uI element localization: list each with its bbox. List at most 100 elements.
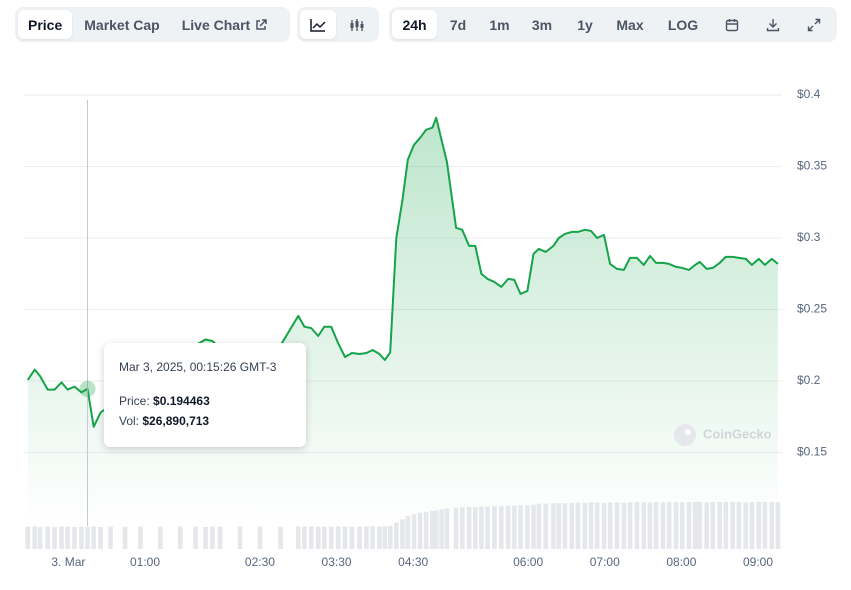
volume-bar [322, 526, 327, 549]
volume-bar [387, 525, 393, 549]
watermark-text: CoinGecko [703, 426, 772, 441]
calendar-button[interactable] [712, 10, 752, 39]
volume-bar [377, 526, 382, 549]
tooltip-vol-label: Vol: [119, 414, 140, 428]
hover-point [79, 380, 96, 397]
volume-bar [575, 502, 581, 549]
volume-bar [710, 502, 716, 549]
volume-bar [453, 507, 459, 549]
volume-bar [472, 506, 478, 549]
y-tick-label: $0.4 [797, 87, 821, 101]
range[interactable]: 7d [449, 16, 467, 33]
volume-bar [357, 526, 362, 549]
volume-bar [551, 503, 556, 549]
volume-bar [411, 514, 417, 549]
range[interactable]: 1y [577, 16, 593, 33]
volume-bar [37, 527, 43, 549]
volume-bar [505, 505, 511, 549]
volume-bar [697, 502, 703, 549]
x-tick-label: 06:00 [513, 555, 543, 569]
view-tabs: Price Market Cap Live Chart [15, 7, 290, 42]
y-tick-label: $0.35 [797, 159, 827, 173]
volume-bar [499, 506, 504, 549]
volume-bar [692, 502, 698, 549]
volume-bar [543, 503, 549, 549]
volume-bar [417, 512, 423, 549]
tooltip-vol: $26,890,713 [142, 414, 210, 428]
fullscreen-button[interactable] [794, 10, 834, 39]
volume-bar [25, 526, 31, 549]
volume-bar [459, 507, 465, 549]
volume-bar [79, 526, 84, 549]
log-toggle[interactable]: LOG [667, 16, 699, 33]
volume-bar [647, 502, 653, 549]
volume-bar [52, 526, 57, 549]
volume-bar [588, 502, 594, 549]
volume-bar [641, 502, 647, 549]
external-icon [256, 18, 267, 30]
volume-bar [217, 526, 223, 549]
line-chart-button[interactable] [300, 10, 336, 39]
volume-bar [210, 526, 215, 549]
volume-bar [405, 516, 411, 549]
volume-bar [423, 511, 429, 549]
range[interactable]: 24h [392, 10, 437, 39]
tab[interactable]: Live Chart [181, 16, 251, 33]
volume-bar [756, 502, 762, 549]
volume-bar [302, 526, 307, 549]
volume-bar [723, 502, 729, 549]
price-area [27, 117, 778, 524]
x-tick-label: 3. Mar [51, 555, 85, 569]
volume-bar [634, 502, 640, 549]
volume-bar [193, 526, 198, 549]
x-tick-label: 02:30 [245, 555, 275, 569]
volume-bar [562, 503, 568, 549]
volume-bar [660, 502, 666, 549]
y-tick-label: $0.2 [797, 373, 821, 387]
volume-bar [673, 502, 679, 549]
volume-bar [536, 503, 542, 549]
volume-bar [328, 526, 334, 549]
volume-bar [525, 505, 530, 549]
volume-bar [485, 506, 490, 549]
volume-bar [85, 526, 90, 549]
x-tick-label: 03:30 [322, 555, 352, 569]
volume-bar [743, 502, 749, 549]
range-tabs: 24h 7d 1m 3m 1y Max LOG [389, 7, 837, 42]
download-button[interactable] [752, 10, 794, 39]
volume-bar [479, 506, 484, 549]
volume-bar [730, 502, 736, 549]
volume-bar [370, 526, 375, 549]
watermark: CoinGecko [674, 424, 772, 446]
volume-bar [278, 526, 283, 549]
tab[interactable]: Market Cap [84, 16, 160, 33]
y-tick-label: $0.15 [797, 445, 827, 459]
volume-bar [749, 502, 755, 549]
volume-bar [653, 502, 659, 549]
volume-bar [601, 502, 607, 549]
tab[interactable]: Price [18, 10, 73, 39]
volume-bar [65, 526, 70, 549]
range[interactable]: 3m [531, 16, 553, 33]
volume-bar [257, 526, 263, 549]
volume-bar [138, 526, 143, 549]
range[interactable]: 1m [489, 16, 510, 33]
chart-style [297, 7, 379, 42]
volume-bar [614, 502, 620, 549]
volume-bar [394, 522, 399, 549]
volume-bar [177, 526, 183, 549]
range[interactable]: Max [616, 16, 644, 33]
volume-bar [349, 526, 355, 549]
volume-bar [582, 502, 588, 549]
candle-chart-button[interactable] [338, 10, 376, 39]
volume-bar [335, 526, 341, 549]
volume-bar [762, 502, 768, 549]
tooltip: Mar 3, 2025, 00:15:26 GMT-3 Price: $0.19… [104, 343, 306, 447]
x-tick-label: 07:00 [590, 555, 620, 569]
volume-bar [295, 526, 301, 549]
volume-bar [237, 526, 243, 549]
volume-bar [364, 526, 369, 549]
volume-bar [203, 526, 208, 549]
